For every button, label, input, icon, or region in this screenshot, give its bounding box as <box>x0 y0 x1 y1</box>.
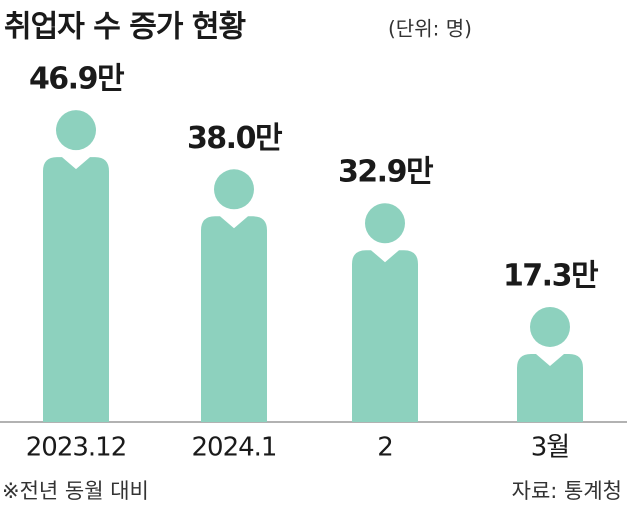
body <box>517 353 583 422</box>
body <box>43 157 109 423</box>
x-tick-label: 3월 <box>531 433 569 463</box>
chart-title: 취업자 수 증가 현황 <box>4 10 246 45</box>
figure <box>352 203 418 422</box>
head <box>56 110 96 151</box>
value-label: 38.0만 <box>187 121 283 156</box>
body <box>201 216 267 422</box>
head <box>530 306 570 347</box>
value-label: 32.9만 <box>338 155 434 190</box>
chart-subtitle: (단위: 명) <box>388 17 472 41</box>
x-tick-label: 2023.12 <box>26 433 127 463</box>
figure <box>43 110 109 423</box>
value-label: 17.3만 <box>503 258 599 293</box>
x-tick-label: 2 <box>377 433 393 463</box>
figure <box>201 169 267 422</box>
head <box>214 169 254 210</box>
body <box>352 250 418 422</box>
x-tick-label: 2024.1 <box>192 433 277 463</box>
value-label: 46.9만 <box>29 62 125 97</box>
figure <box>517 306 583 422</box>
source: 자료: 통계청 <box>512 479 622 503</box>
head <box>365 203 405 244</box>
footnote: ※전년 동월 대비 <box>2 479 149 503</box>
